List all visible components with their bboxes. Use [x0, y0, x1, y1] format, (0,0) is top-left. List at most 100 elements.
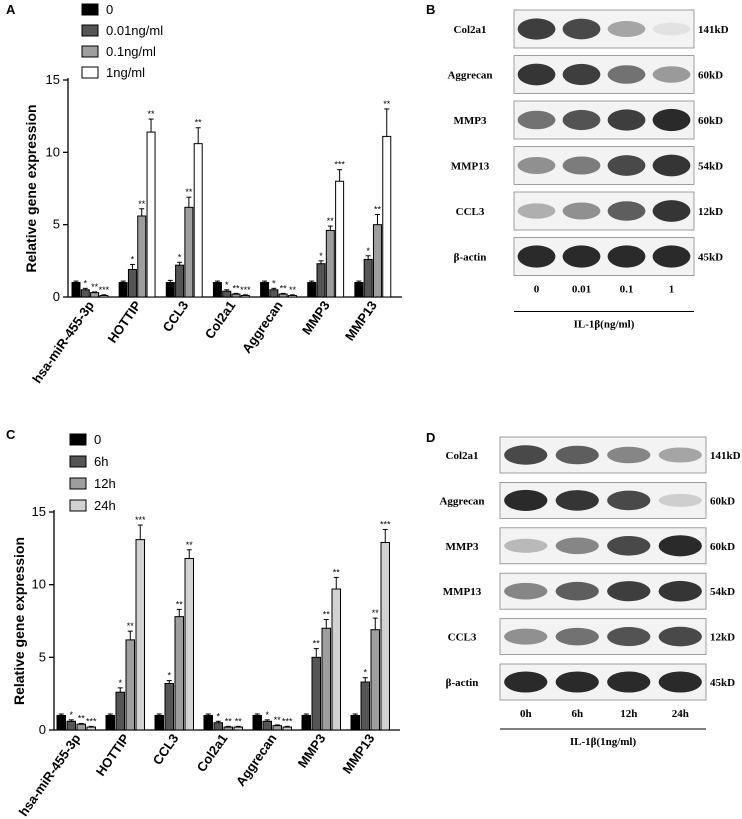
bar [316, 263, 326, 298]
blot-row-label: Aggrecan [439, 495, 484, 507]
bar [164, 682, 174, 731]
protein-band [607, 155, 646, 176]
bar [301, 714, 311, 731]
protein-band [555, 671, 599, 693]
lane-label: 0.1 [620, 284, 634, 296]
protein-band [652, 22, 691, 36]
protein-band [504, 628, 548, 645]
significance-label: * [178, 252, 182, 262]
bar [184, 206, 194, 298]
protein-band [555, 581, 599, 601]
bar [137, 215, 147, 298]
blot-row-label: MMP3 [454, 115, 487, 127]
significance-label: ** [327, 216, 335, 226]
blot-row-label: MMP13 [443, 586, 482, 598]
panel-label-d: D [426, 430, 435, 445]
protein-band [658, 626, 702, 647]
bar [331, 588, 341, 731]
significance-label: * [84, 278, 88, 288]
legend-swatch [81, 66, 99, 79]
molecular-weight-label: 60kD [698, 115, 723, 127]
bar [165, 282, 175, 298]
significance-label: ** [186, 540, 194, 550]
molecular-weight-label: 141kD [698, 24, 729, 36]
bar [269, 289, 279, 298]
bar [135, 539, 145, 731]
panel-label-c: C [6, 427, 16, 442]
bar [127, 269, 137, 298]
significance-label: ** [333, 567, 341, 577]
y-tick-label: 5 [53, 217, 60, 232]
category-label: Col2a1 [202, 298, 239, 342]
western-blot-b: Col2a1 141kD Aggrecan 60kD MMP3 60kD MMP13 54kD… [447, 9, 729, 331]
panel-label-a: A [6, 2, 16, 17]
legend-swatch [69, 477, 87, 490]
lane-label: 24h [672, 708, 689, 720]
legend-swatch [69, 433, 87, 446]
protein-band [652, 66, 691, 83]
protein-band [562, 245, 601, 268]
protein-band [658, 671, 702, 693]
significance-label: ** [78, 713, 86, 723]
significance-label: ** [91, 282, 99, 292]
significance-label: *** [86, 716, 97, 726]
bar [76, 723, 86, 731]
significance-label: * [319, 251, 323, 261]
bar [125, 639, 135, 731]
bar [354, 282, 364, 298]
blot-x-label: IL-1β(1ng/ml) [570, 736, 637, 748]
blot-x-label: IL-1β(ng/ml) [574, 319, 635, 331]
molecular-weight-label: 12kD [710, 632, 735, 644]
molecular-weight-label: 45kD [710, 677, 735, 689]
bar [105, 714, 115, 731]
molecular-weight-label: 54kD [710, 586, 735, 598]
protein-band [562, 18, 601, 40]
category-label: CCL3 [150, 731, 182, 767]
protein-band [555, 490, 599, 511]
category-label: HOTTIP [105, 298, 145, 346]
category-label: MMP13 [339, 731, 377, 776]
legend-label: 24h [94, 498, 116, 513]
lane-label: 0h [520, 708, 532, 720]
significance-label: * [167, 671, 171, 681]
protein-band [658, 447, 702, 463]
lane-label: 0.01 [572, 284, 591, 296]
blot-row-label: Col2a1 [446, 450, 479, 462]
molecular-weight-label: 141kD [710, 450, 741, 462]
significance-label: ** [138, 199, 146, 209]
y-tick-label: 10 [46, 144, 60, 159]
significance-label: ** [233, 283, 241, 293]
significance-label: * [363, 668, 367, 678]
significance-label: ** [313, 639, 321, 649]
bar [380, 542, 390, 731]
legend-label: 0.01ng/ml [106, 23, 163, 38]
category-label: hsa-miR-455-3p [16, 731, 84, 819]
molecular-weight-label: 54kD [698, 161, 723, 173]
bar [233, 726, 243, 731]
lane-label: 6h [571, 708, 583, 720]
category-label: hsa-miR-455-3p [29, 298, 97, 386]
legend-label: 6h [94, 454, 108, 469]
blot-row-label: Aggrecan [447, 70, 492, 82]
significance-label: ** [148, 109, 156, 119]
legend-swatch [69, 499, 87, 512]
protein-band [517, 63, 556, 86]
y-tick-label: 5 [39, 649, 46, 664]
significance-label: ** [289, 285, 297, 295]
protein-band [607, 21, 646, 37]
protein-band [504, 445, 548, 465]
category-label: Aggrecan [233, 731, 280, 789]
protein-band [504, 538, 548, 553]
bar [360, 681, 370, 731]
bar [350, 714, 360, 731]
bar [118, 282, 128, 298]
bar [272, 725, 282, 731]
legend-swatch [81, 3, 99, 16]
molecular-weight-label: 60kD [698, 70, 723, 82]
significance-label: *** [240, 285, 251, 295]
significance-label: *** [380, 519, 391, 529]
category-label: Aggrecan [239, 298, 286, 356]
protein-band [562, 156, 601, 175]
significance-label: * [225, 280, 229, 290]
bar [240, 295, 250, 298]
